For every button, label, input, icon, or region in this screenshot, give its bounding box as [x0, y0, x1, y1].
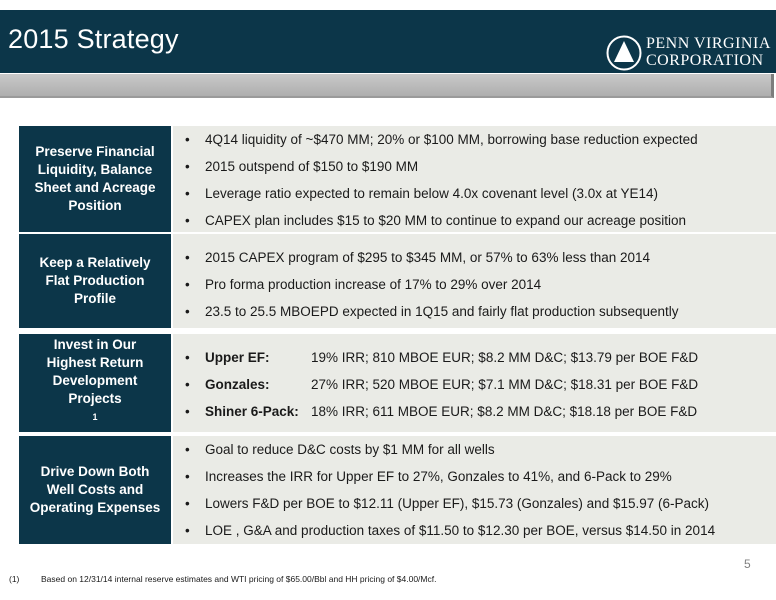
- bullet-item: • Shiner 6-Pack: 18% IRR; 611 MBOE EUR; $8…: [185, 404, 698, 419]
- row-bullets: • Goal to reduce D&C costs by $1 MM for a…: [173, 436, 776, 544]
- strategy-row: Drive Down Both Well Costs and Operating…: [19, 436, 776, 544]
- row-bullets: • 4Q14 liquidity of ~$470 MM; 20% or $100…: [173, 126, 776, 232]
- triangle-logo-icon: [606, 35, 642, 71]
- page-number: 5: [744, 557, 751, 571]
- bullet-item: • Leverage ratio expected to remain below…: [185, 186, 659, 201]
- bullet-item: • Lowers F&D per BOE to $12.11 (Upper EF)…: [185, 496, 709, 511]
- bullet-item: • 23.5 to 25.5 MBOEPD expected in 1Q15 an…: [185, 304, 679, 319]
- bullet-item: • 4Q14 liquidity of ~$470 MM; 20% or $100…: [185, 132, 698, 147]
- row-bullets: • Upper EF: 19% IRR; 810 MBOE EUR; $8.2 MM…: [173, 334, 776, 432]
- logo-text-line1: PENN VIRGINIA: [646, 35, 771, 52]
- strategy-row: Keep a Relatively Flat Production Profil…: [19, 234, 776, 328]
- row-bullets: • 2015 CAPEX program of $295 to $345 MM, …: [173, 234, 776, 328]
- bullet-item: • Gonzales: 27% IRR; 520 MBOE EUR; $7.1 MM…: [185, 377, 699, 392]
- bullet-item: • Goal to reduce D&C costs by $1 MM for a…: [185, 442, 495, 457]
- strategy-row: Preserve Financial Liquidity, Balance Sh…: [19, 126, 776, 232]
- bullet-item: • LOE , G&A and production taxes of $11.5…: [185, 523, 716, 538]
- company-logo: PENN VIRGINIA CORPORATION: [606, 34, 771, 74]
- strategy-row: Invest in Our Highest Return Development…: [19, 334, 776, 432]
- gray-divider-bar: [0, 74, 774, 98]
- footnote-ref: 1: [92, 411, 98, 422]
- logo-text-line2: CORPORATION: [646, 52, 764, 69]
- row-label: Preserve Financial Liquidity, Balance Sh…: [19, 126, 171, 232]
- bullet-item: • 2015 CAPEX program of $295 to $345 MM, …: [185, 250, 651, 265]
- page-title: 2015 Strategy: [8, 24, 179, 54]
- bullet-item: • Pro forma production increase of 17% to…: [185, 277, 542, 292]
- footnote: (1) Based on 12/31/14 internal reserve es…: [9, 574, 436, 584]
- bullet-item: • CAPEX plan includes $15 to $20 MM to co…: [185, 213, 687, 228]
- title-banner: 2015 Strategy PENN VIRGINIA CORPORATION: [0, 10, 776, 73]
- footnote-text: Based on 12/31/14 internal reserve estim…: [41, 574, 437, 584]
- row-label: Invest in Our Highest Return Development…: [19, 334, 171, 432]
- row-label: Keep a Relatively Flat Production Profil…: [19, 234, 171, 328]
- bullet-item: • Upper EF: 19% IRR; 810 MBOE EUR; $8.2 MM…: [185, 350, 699, 365]
- footnote-mark: (1): [9, 574, 20, 584]
- bullet-item: • Increases the IRR for Upper EF to 27%, …: [185, 469, 672, 484]
- row-label: Drive Down Both Well Costs and Operating…: [19, 436, 171, 544]
- bullet-item: • 2015 outspend of $150 to $190 MM: [185, 159, 419, 174]
